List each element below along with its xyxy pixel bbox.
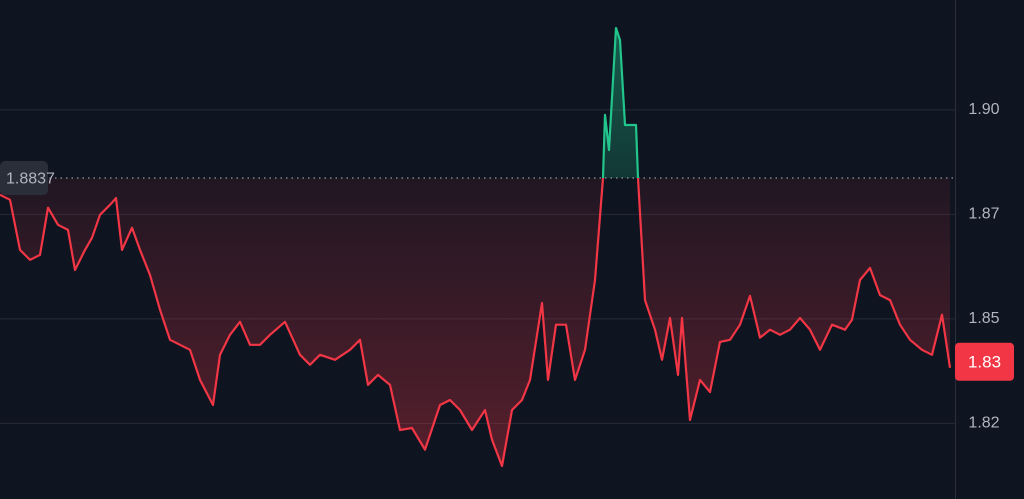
- price-line-down: [0, 178, 952, 468]
- area-below: [0, 178, 950, 466]
- baseline-label-box: [0, 161, 48, 196]
- y-tick-label: 1.87: [968, 206, 999, 223]
- last-price-label: 1.83: [968, 352, 1001, 371]
- y-tick-label: 1.90: [968, 101, 999, 118]
- last-price-box: [955, 342, 1014, 381]
- y-tick-label: 1.85: [968, 310, 999, 327]
- baseline-label: 1.8837: [6, 170, 55, 187]
- y-tick-label: 1.82: [968, 415, 999, 432]
